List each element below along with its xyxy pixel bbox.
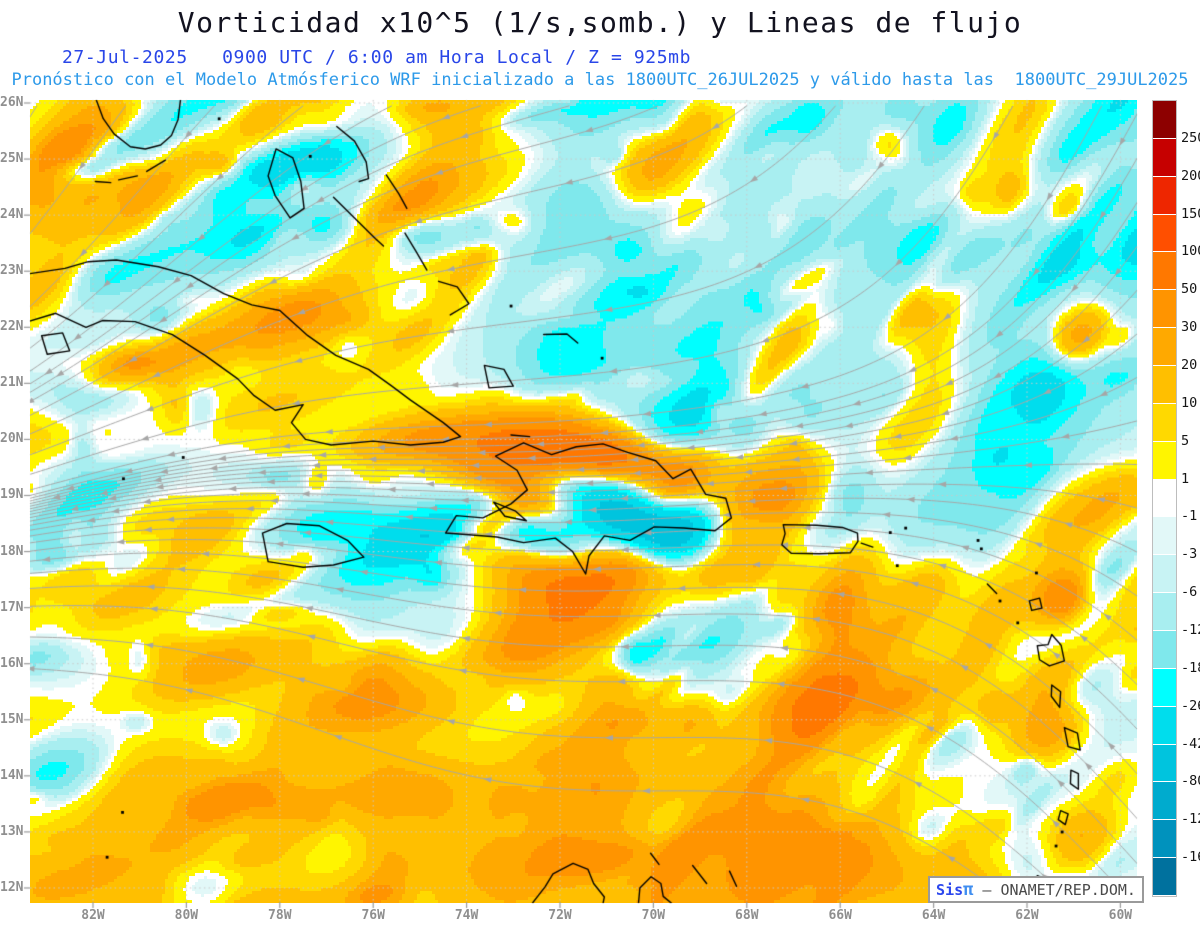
lon-label: 82W [81, 908, 105, 923]
colorbar-label: 250 [1181, 129, 1200, 146]
lat-label: 14N [0, 767, 24, 783]
lon-label: 66W [828, 908, 852, 923]
colorbar-label: -3 [1181, 546, 1198, 563]
lat-label: 12N [0, 879, 24, 895]
attribution-box: Sis π – ONAMET/REP.DOM. [928, 876, 1144, 903]
colorbar-cell [1153, 366, 1176, 403]
lon-label: 80W [174, 908, 199, 923]
colorbar-label: -6 [1181, 584, 1198, 601]
colorbar-cell [1153, 858, 1176, 895]
colorbar-cell [1153, 328, 1176, 365]
colorbar-cell [1153, 706, 1176, 744]
colorbar-label: 100 [1181, 243, 1200, 260]
colorbar-label: -42 [1181, 735, 1200, 752]
lat-label: 16N [0, 655, 24, 671]
colorbar-cell [1153, 176, 1176, 214]
colorbar-cell [1153, 214, 1176, 252]
colorbar-label: 50 [1181, 281, 1198, 298]
colorbar-label: 30 [1181, 319, 1198, 336]
lat-label: 25N [0, 151, 24, 167]
colorbar-cell [1153, 593, 1176, 630]
colorbar-cell [1153, 631, 1176, 668]
colorbar-cell [1153, 820, 1176, 858]
colorbar-cell [1153, 290, 1176, 328]
lon-label: 62W [1015, 908, 1039, 923]
colorbar-label: 1 [1181, 470, 1190, 487]
lon-label: 72W [548, 908, 572, 923]
brand-text: Sis [936, 880, 964, 899]
colorbar-label: -120 [1181, 811, 1200, 828]
colorbar-cell [1153, 517, 1176, 555]
lon-label: 76W [361, 908, 385, 923]
lon-label: 70W [641, 908, 666, 923]
lat-label: 15N [0, 711, 24, 727]
lat-label: 13N [0, 823, 24, 839]
lat-label: 24N [0, 207, 24, 223]
colorbar-cell [1153, 101, 1176, 138]
colorbar-label: 20 [1181, 357, 1198, 373]
colorbar-label: 200 [1181, 167, 1200, 184]
colorbar-label: 10 [1181, 394, 1198, 411]
lat-label: 23N [0, 263, 24, 279]
attribution-text: – ONAMET/REP.DOM. [973, 880, 1136, 899]
colorbar-cell [1153, 252, 1176, 290]
colorbar-cell [1153, 403, 1176, 441]
colorbar-label: -12 [1181, 622, 1200, 638]
colorbar-label: -1 [1181, 508, 1198, 525]
colorbar-label: 5 [1181, 432, 1190, 449]
colorbar-label: -26 [1181, 697, 1200, 714]
colorbar-cell [1153, 668, 1176, 706]
colorbar-cell [1153, 441, 1176, 479]
lat-label: 17N [0, 599, 24, 615]
colorbar-cell [1153, 782, 1176, 820]
colorbar-cell [1153, 138, 1176, 176]
lat-label: 18N [0, 543, 24, 559]
lat-label: 19N [0, 487, 24, 503]
lat-label: 20N [0, 431, 24, 447]
lon-label: 68W [735, 908, 759, 923]
lon-label: 64W [921, 908, 946, 923]
brand-pi-symbol: π [963, 879, 974, 900]
colorbar [1152, 100, 1177, 897]
colorbar-label: -160 [1181, 849, 1200, 866]
colorbar-cell [1153, 555, 1176, 593]
colorbar-label: -18 [1181, 659, 1200, 676]
colorbar-cell [1153, 479, 1176, 517]
lat-label: 26N [0, 95, 24, 110]
colorbar-label: -80 [1181, 773, 1200, 790]
colorbar-cell [1153, 744, 1176, 782]
lon-label: 74W [454, 908, 479, 923]
lat-label: 21N [0, 375, 24, 391]
lon-label: 60W [1108, 908, 1133, 923]
colorbar-label: 150 [1181, 205, 1200, 222]
lat-label: 22N [0, 319, 24, 335]
lon-label: 78W [268, 908, 292, 923]
